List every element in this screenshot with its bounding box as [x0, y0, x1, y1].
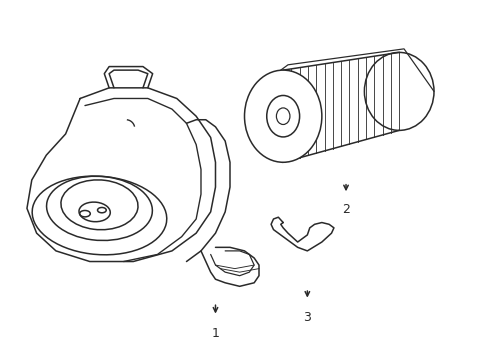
Ellipse shape: [364, 53, 433, 130]
Text: 2: 2: [342, 203, 349, 216]
Text: 3: 3: [303, 311, 311, 324]
Text: 1: 1: [211, 327, 219, 340]
Ellipse shape: [244, 70, 321, 162]
